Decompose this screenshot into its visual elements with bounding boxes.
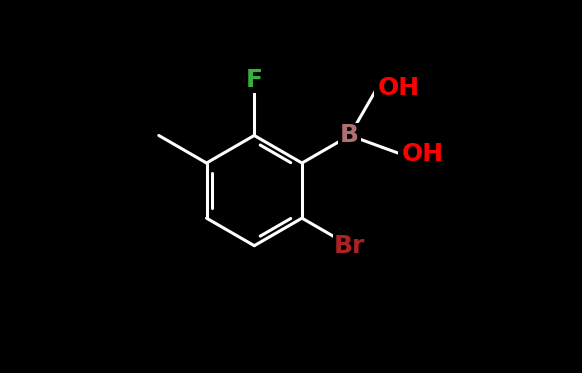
- FancyBboxPatch shape: [333, 233, 366, 258]
- FancyBboxPatch shape: [398, 142, 435, 167]
- Text: F: F: [246, 68, 262, 93]
- FancyBboxPatch shape: [243, 68, 265, 93]
- FancyBboxPatch shape: [339, 123, 361, 148]
- FancyBboxPatch shape: [374, 75, 410, 100]
- Text: OH: OH: [377, 76, 420, 100]
- Text: B: B: [340, 123, 359, 147]
- Text: OH: OH: [402, 142, 443, 166]
- Text: Br: Br: [334, 234, 365, 258]
